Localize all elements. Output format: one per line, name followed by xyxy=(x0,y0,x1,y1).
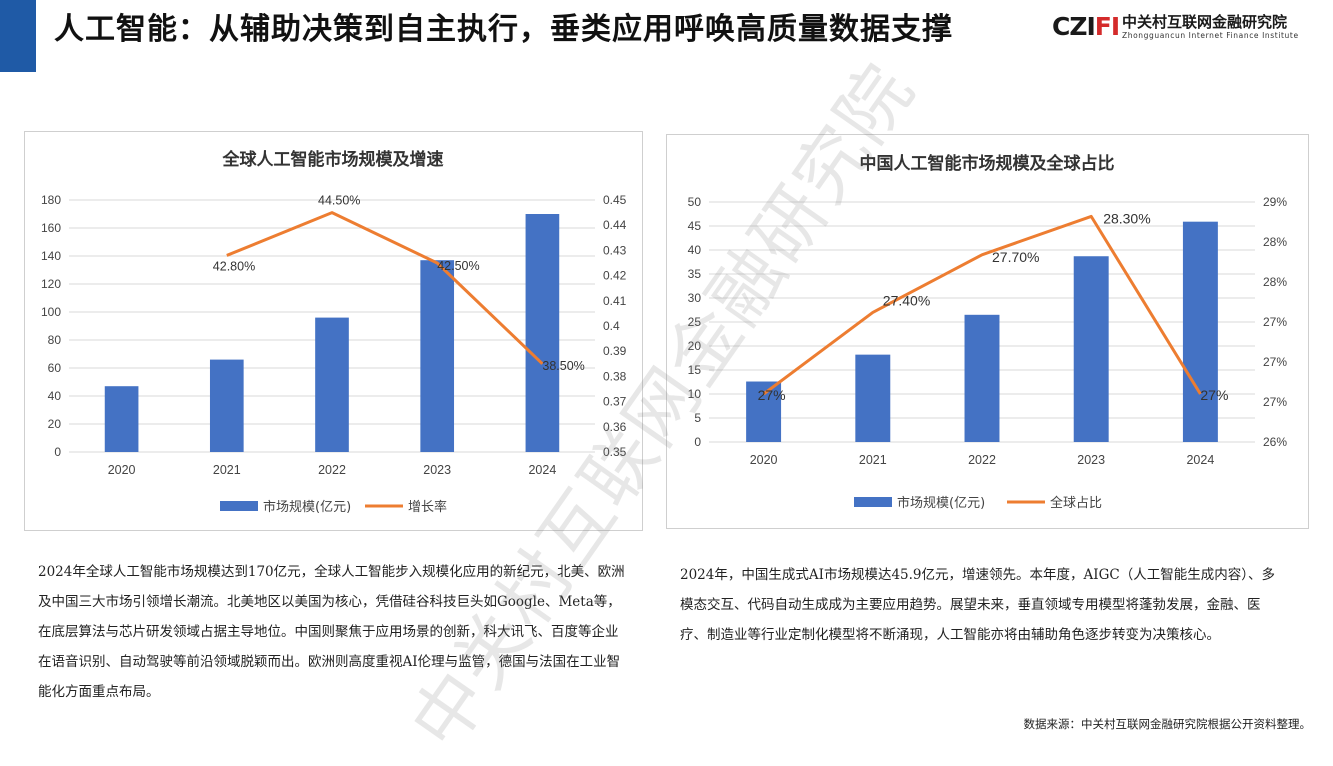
y-left-tick-label: 0 xyxy=(694,435,701,449)
y-left-tick-label: 20 xyxy=(48,417,62,431)
y-right-tick-label: 0.38 xyxy=(603,369,627,383)
y-right-tick-label: 0.43 xyxy=(603,243,627,257)
logo-mark-left: CZI xyxy=(1052,12,1096,41)
data-label: 44.50% xyxy=(318,194,360,208)
y-right-tick-label: 28% xyxy=(1263,275,1287,289)
logo-name-cn: 中关村互联网金融研究院 xyxy=(1122,13,1288,31)
x-tick-label: 2022 xyxy=(968,453,996,467)
y-right-tick-label: 0.35 xyxy=(603,445,627,459)
data-source: 数据来源：中关村互联网金融研究院根据公开资料整理。 xyxy=(1023,717,1312,731)
legend-label: 全球占比 xyxy=(1050,495,1102,511)
chart-title: 全球人工智能市场规模及增速 xyxy=(222,149,444,170)
y-right-tick-label: 0.4 xyxy=(603,319,620,333)
y-right-tick-label: 26% xyxy=(1263,435,1287,449)
x-tick-label: 2024 xyxy=(1186,453,1214,467)
legend-label: 增长率 xyxy=(408,499,447,515)
x-tick-label: 2023 xyxy=(1077,453,1105,467)
institute-logo: CZIFI 中关村互联网金融研究院 Zhongguancun Internet … xyxy=(1052,10,1327,46)
global-ai-chart: 全球人工智能市场规模及增速 0 20 40 60 80 100 120 140 160 180 0.3… xyxy=(24,131,643,531)
y-left-tick-label: 10 xyxy=(688,387,702,401)
logo-name-en: Zhongguancun Internet Finance Institute xyxy=(1122,31,1299,40)
global-ai-chart-svg: 全球人工智能市场规模及增速 0 20 40 60 80 100 120 140 160 180 0.3… xyxy=(41,149,627,515)
y-left-tick-label: 35 xyxy=(688,267,702,281)
y-left-tick-label: 20 xyxy=(688,339,702,353)
y-right-tick-label: 0.41 xyxy=(603,294,627,308)
bar xyxy=(525,214,560,452)
bar xyxy=(1182,221,1218,442)
logo-mark-right: FI xyxy=(1094,12,1120,41)
x-tick-label: 2020 xyxy=(108,463,136,477)
y-left-tick-label: 120 xyxy=(41,277,61,291)
bar xyxy=(104,386,139,452)
series-line xyxy=(762,214,1202,396)
bar xyxy=(420,260,455,452)
y-right-tick-label: 27% xyxy=(1263,355,1287,369)
page-title: 人工智能：从辅助决策到自主执行，垂类应用呼唤高质量数据支撑 xyxy=(54,12,953,47)
y-right-tick-label: 0.39 xyxy=(603,344,627,358)
y-right-tick-label: 27% xyxy=(1263,315,1287,329)
x-tick-label: 2023 xyxy=(423,463,451,477)
data-label: 38.50% xyxy=(542,359,584,373)
y-right-tick-label: 28% xyxy=(1263,235,1287,249)
legend-swatch-bar xyxy=(220,501,258,511)
y-left-tick-label: 0 xyxy=(54,445,61,459)
y-right-tick-label: 0.36 xyxy=(603,420,627,434)
accent-bar xyxy=(0,0,36,72)
y-right-tick-label: 29% xyxy=(1263,195,1287,209)
y-right-tick-label: 0.45 xyxy=(603,193,627,207)
bar xyxy=(1073,256,1109,442)
y-left-tick-label: 50 xyxy=(688,195,702,209)
data-label: 27% xyxy=(758,387,786,403)
data-label: 42.50% xyxy=(437,259,479,273)
y-left-tick-label: 80 xyxy=(48,333,62,347)
data-label: 42.80% xyxy=(213,259,255,273)
data-label: 27.40% xyxy=(883,292,930,308)
y-right-tick-label: 27% xyxy=(1263,395,1287,409)
bar xyxy=(315,317,349,452)
bar xyxy=(209,359,244,452)
y-right-tick-label: 0.37 xyxy=(603,395,627,409)
y-left-tick-label: 40 xyxy=(688,243,702,257)
y-left-tick-label: 100 xyxy=(41,305,61,319)
china-description: 2024年，中国生成式AI市场规模达45.9亿元，增速领先。本年度，AIGC（人… xyxy=(680,567,1275,643)
y-left-tick-label: 40 xyxy=(48,389,62,403)
y-right-tick-label: 0.42 xyxy=(603,269,627,283)
logo-mark: CZIFI xyxy=(1052,12,1120,41)
x-tick-label: 2021 xyxy=(213,463,241,477)
series-line xyxy=(226,211,544,365)
bar xyxy=(964,314,1000,442)
y-left-tick-label: 25 xyxy=(688,315,702,329)
x-tick-label: 2021 xyxy=(859,453,887,467)
legend-label: 市场规模(亿元) xyxy=(263,499,351,515)
chart-title: 中国人工智能市场规模及全球占比 xyxy=(860,153,1115,174)
legend-label: 市场规模(亿元) xyxy=(897,495,985,511)
y-left-tick-label: 5 xyxy=(694,411,701,425)
y-left-tick-label: 45 xyxy=(688,219,702,233)
y-left-tick-label: 30 xyxy=(688,291,702,305)
global-description: 2024年全球人工智能市场规模达到170亿元，全球人工智能步入规模化应用的新纪元… xyxy=(38,564,625,700)
data-label: 27.70% xyxy=(992,249,1039,265)
y-right-tick-label: 0.44 xyxy=(603,218,627,232)
y-left-tick-label: 15 xyxy=(688,363,702,377)
x-tick-label: 2024 xyxy=(528,463,556,477)
x-tick-label: 2020 xyxy=(750,453,778,467)
y-left-tick-label: 180 xyxy=(41,193,61,207)
bar xyxy=(855,354,891,442)
data-label: 27% xyxy=(1200,387,1228,403)
bar xyxy=(746,381,782,442)
y-left-tick-label: 160 xyxy=(41,221,61,235)
china-ai-chart-svg: 中国人工智能市场规模及全球占比 0 5 10 15 20 25 30 35 40 45 50 26% 27… xyxy=(688,153,1288,511)
china-ai-chart: 中国人工智能市场规模及全球占比 0 5 10 15 20 25 30 35 40 45 50 26% 27… xyxy=(666,134,1309,529)
legend-swatch-bar xyxy=(854,497,892,507)
y-left-tick-label: 60 xyxy=(48,361,62,375)
y-left-tick-label: 140 xyxy=(41,249,61,263)
x-tick-label: 2022 xyxy=(318,463,346,477)
data-label: 28.30% xyxy=(1103,210,1150,226)
